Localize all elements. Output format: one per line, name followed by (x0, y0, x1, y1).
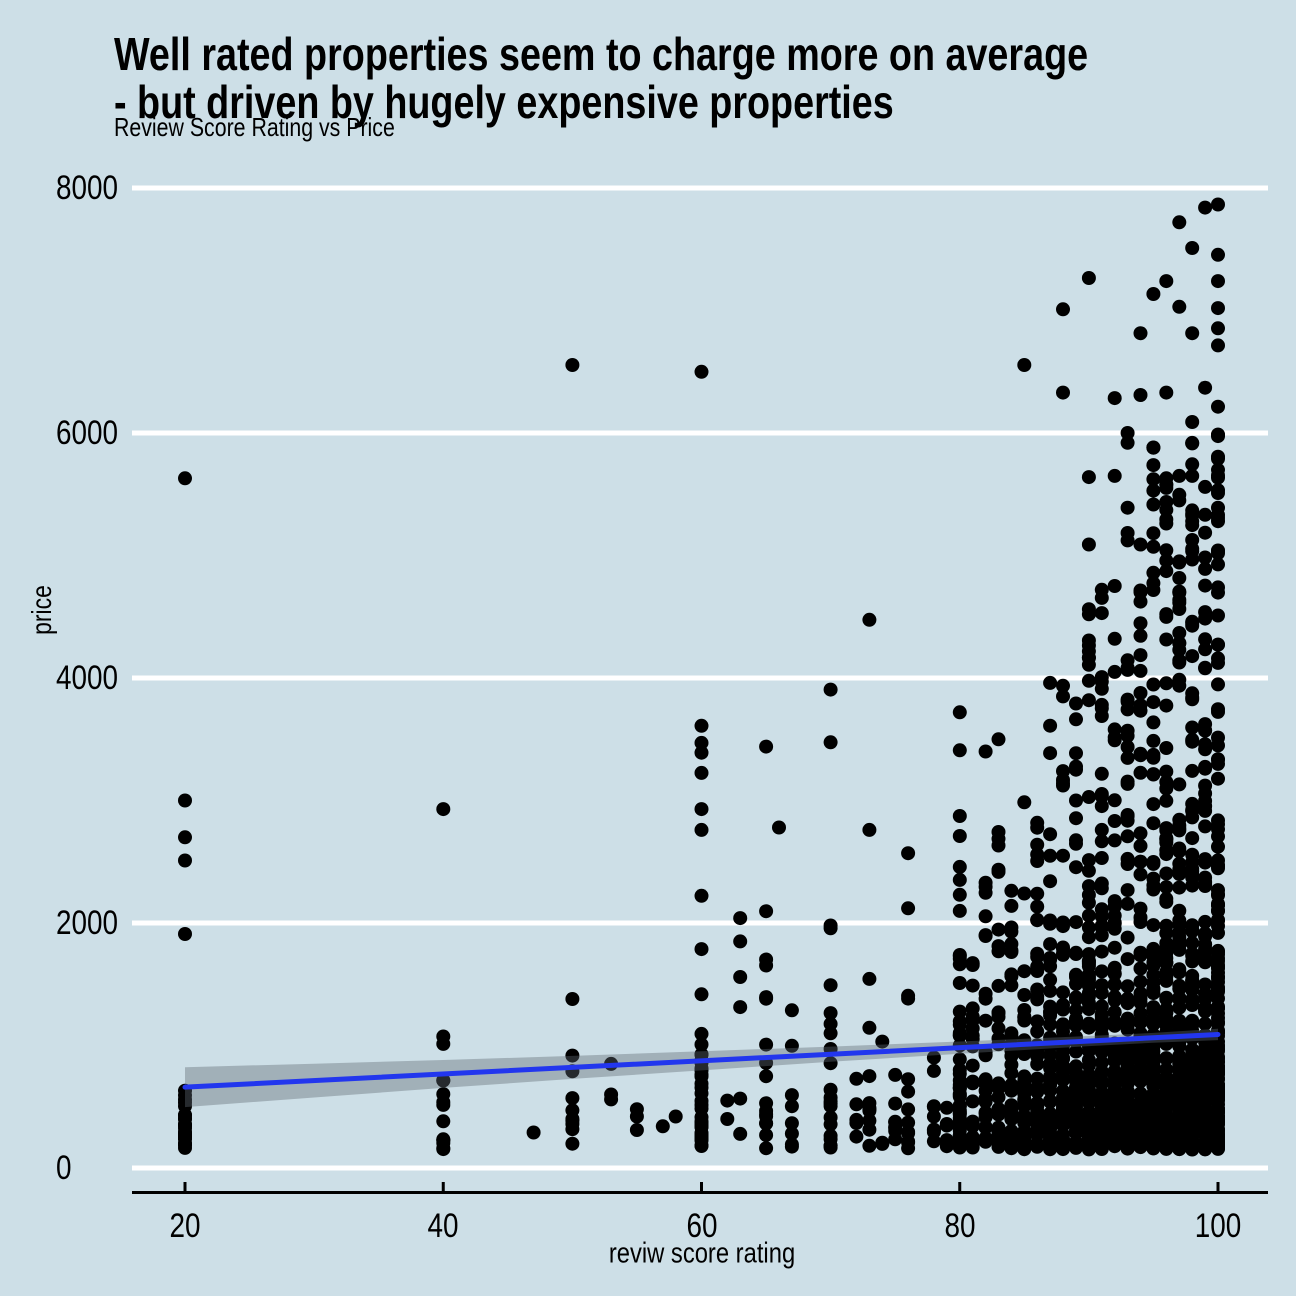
x-axis-line-and-ticks (132, 1182, 1268, 1194)
x-tick-label: 60 (685, 1207, 718, 1245)
y-tick-label: 2000 (56, 904, 119, 942)
y-tick-label: 0 (56, 1149, 72, 1187)
gridlines (132, 185, 1268, 1171)
x-tick-label: 20 (169, 1207, 201, 1245)
y-tick-label: 4000 (56, 659, 119, 697)
chart-title: Well rated properties seem to charge mor… (114, 30, 1088, 126)
x-tick-label: 80 (944, 1207, 976, 1245)
y-axis-title: price (26, 585, 57, 635)
x-axis-title: reviw score rating (608, 1237, 796, 1270)
x-tick-label: 100 (1194, 1207, 1242, 1245)
chart-title-line2: - but driven by hugely expensive propert… (114, 76, 894, 128)
chart-subtitle: Review Score Rating vs Price (114, 112, 395, 142)
trend-line (182, 1031, 1221, 1090)
y-tick-label: 6000 (56, 414, 119, 452)
y-tick-label: 8000 (56, 169, 119, 207)
scatter-points (178, 197, 1225, 1157)
x-tick-label: 40 (427, 1207, 459, 1245)
chart-title-line1: Well rated properties seem to charge mor… (114, 28, 1089, 80)
